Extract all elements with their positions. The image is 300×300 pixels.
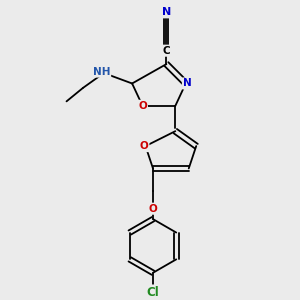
- Text: NH: NH: [93, 67, 110, 76]
- Text: O: O: [138, 101, 147, 111]
- Text: N: N: [162, 7, 171, 17]
- Text: C: C: [163, 46, 170, 56]
- Text: Cl: Cl: [147, 286, 159, 299]
- Text: O: O: [148, 204, 158, 214]
- Text: O: O: [140, 141, 148, 151]
- Text: N: N: [183, 79, 192, 88]
